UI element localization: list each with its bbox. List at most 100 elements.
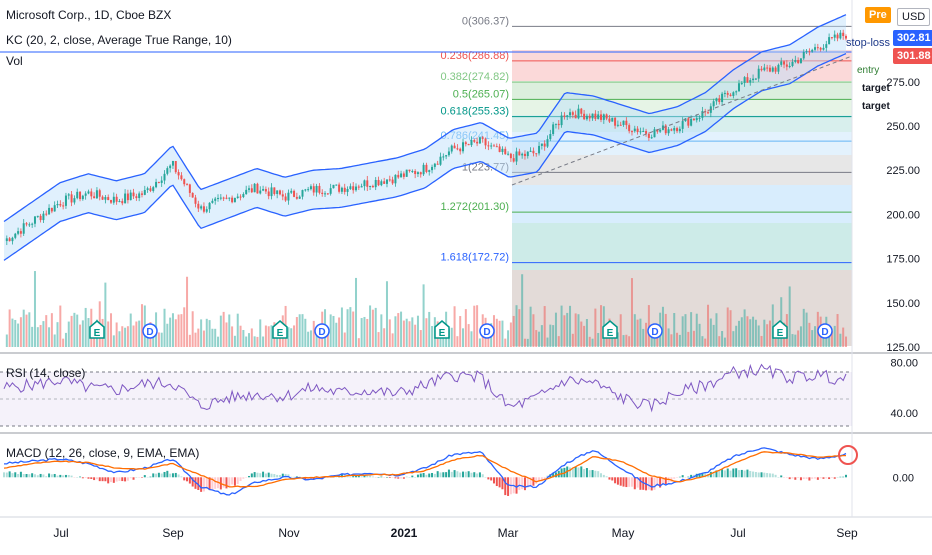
volume-bar [45,315,48,347]
macd-histogram-bar [535,477,538,484]
macd-histogram-bar [264,473,267,478]
macd-histogram-bar [95,477,98,480]
volume-bar [388,319,391,347]
macd-axis[interactable]: 0.00 [893,472,914,484]
candle-body [830,37,833,39]
candle-body [340,187,343,192]
price-tick-label: 150.00 [886,298,920,310]
macd-histogram-bar [636,477,639,488]
trend-dashed-line[interactable] [511,55,853,186]
macd-histogram-bar [256,472,259,478]
macd-histogram-bar [664,477,667,485]
earnings-marker[interactable]: E [272,320,288,339]
candle-body [242,194,245,198]
candle-body [628,125,631,132]
macd-histogram-bar [374,477,377,478]
time-axis[interactable]: Jul Sep Nov 2021 Mar May Jul Sep [53,526,858,540]
candle-body [295,196,298,199]
macd-histogram-bar [487,477,490,480]
candle-body [664,125,667,134]
candle-body [177,172,180,176]
dividend-marker[interactable]: D [314,323,330,339]
macd-lines [3,447,847,496]
dividend-marker[interactable]: D [647,323,663,339]
candle-body [197,203,200,209]
volume-bar [290,328,293,347]
rsi-axis[interactable]: 80.00 40.00 [890,357,918,420]
macd-histogram-bar [326,477,329,478]
candle-body [369,185,372,187]
macd-histogram-bar [110,477,113,483]
volume-bar [408,321,411,347]
candle-body [50,207,53,212]
dividend-marker[interactable]: D [479,323,495,339]
dividend-marker[interactable]: D [817,323,833,339]
macd-legend[interactable]: MACD (12, 26, close, 9, EMA, EMA) [6,446,200,460]
macd-histogram-bar [276,474,279,478]
rsi-legend[interactable]: RSI (14, close) [6,366,86,380]
price-axis[interactable]: 275.00 250.00 225.00 200.00 175.00 150.00 125.… [886,77,920,354]
macd-histogram-bar [825,477,828,479]
volume-bar [501,320,504,347]
target-label-2[interactable]: target [862,101,890,112]
volume-bar [673,312,676,347]
candle-body [419,172,422,175]
macd-histogram-bar [11,473,14,478]
volume-bar [180,314,183,347]
macd-highlight-circle[interactable] [838,445,858,465]
volume-bar [222,311,225,347]
volume-bar [642,328,645,347]
earnings-marker[interactable]: E [602,320,618,339]
time-tick-label: May [612,526,635,540]
target-label-1[interactable]: target [862,83,890,94]
candle-body [580,108,583,114]
candle-body [802,51,805,59]
macd-histogram-bar [48,473,51,478]
candle-body [476,141,479,144]
macd-histogram-bar [188,477,191,484]
candle-body [726,92,729,95]
volume-bar [259,319,262,347]
volume-bar [757,325,760,347]
fib-label: 0.382(274.82) [441,71,510,83]
macd-histogram-bar [614,477,617,484]
currency-selector[interactable]: USD [897,8,931,26]
candle-body [498,146,501,152]
macd-histogram-bar [791,477,794,479]
macd-histogram-bar [231,477,234,485]
volume-bar [622,335,625,347]
pre-market-badge[interactable]: Pre [865,7,891,23]
candle-body [740,82,743,84]
volume-bar [157,332,160,347]
stop-loss-label[interactable]: stop-loss [846,37,891,49]
macd-histogram-bar [501,477,504,490]
price-tick-label: 250.00 [886,121,920,133]
candle-body [374,180,377,188]
candle-body [678,128,681,132]
volume-bar [377,332,380,347]
earnings-marker[interactable]: E [772,320,788,339]
symbol-legend[interactable]: Microsoft Corp., 1D, Cboe BZX [6,8,172,22]
earnings-marker[interactable]: E [434,320,450,339]
kc-legend[interactable]: KC (20, 2, close, Average True Range, 10… [6,33,232,47]
earnings-marker[interactable]: E [89,320,105,339]
volume-bar [422,284,425,347]
macd-histogram-bar [532,477,535,486]
dividend-marker[interactable]: D [142,323,158,339]
volume-bar [64,332,67,347]
macd-histogram-bar [397,477,400,479]
candle-body [442,156,445,158]
volume-bar [231,326,234,347]
volume-bar [250,328,253,347]
kc-lower-line [3,53,847,261]
volume-bar [600,305,603,347]
macd-histogram-bar [383,477,386,478]
volume-bar [574,313,577,347]
time-tick-label: Jul [53,526,68,540]
candle-body [118,201,121,203]
volume-bar [383,328,386,347]
volume-bar [628,336,631,347]
vol-legend[interactable]: Vol [6,54,23,68]
volume-bar [312,320,315,347]
entry-label[interactable]: entry [857,65,879,76]
